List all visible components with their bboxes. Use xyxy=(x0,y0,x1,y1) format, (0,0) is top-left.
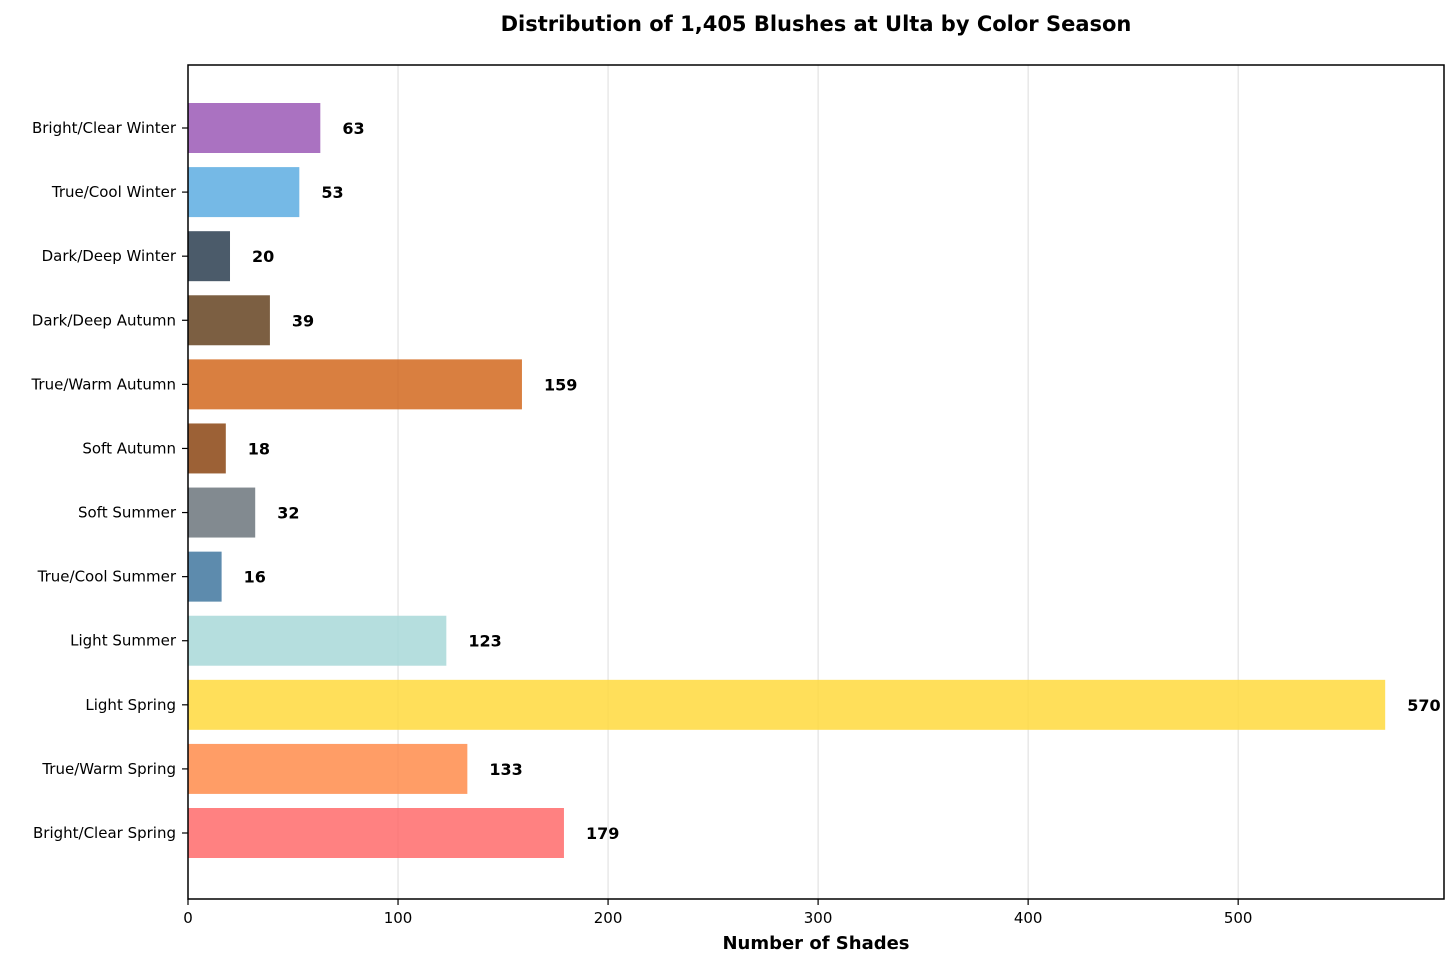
y-tick-label: Light Spring xyxy=(85,696,176,714)
y-tick-label: Dark/Deep Autumn xyxy=(32,311,176,329)
y-tick-label: Bright/Clear Spring xyxy=(33,824,176,842)
bar xyxy=(188,551,222,602)
x-axis-label: Number of Shades xyxy=(722,933,909,954)
bars xyxy=(188,103,1386,858)
x-tick-label: 0 xyxy=(183,909,193,927)
bar xyxy=(188,359,522,410)
bar xyxy=(188,615,447,666)
data-label: 159 xyxy=(544,375,577,394)
bar xyxy=(188,103,321,153)
data-label: 16 xyxy=(244,568,266,587)
data-label: 179 xyxy=(586,824,619,843)
bar xyxy=(188,231,231,282)
x-tick-label: 500 xyxy=(1224,909,1253,927)
data-label: 39 xyxy=(292,311,314,330)
data-label: 32 xyxy=(277,504,299,523)
data-label: 133 xyxy=(489,760,522,779)
y-tick-label: True/Cool Winter xyxy=(51,183,177,201)
x-tick-label: 300 xyxy=(804,909,833,927)
x-axis-ticks: 0 100 200 300 400 500 xyxy=(183,899,1252,927)
data-label: 63 xyxy=(342,119,364,138)
data-label: 18 xyxy=(248,439,270,458)
data-labels: 179 133 570 123 16 32 18 159 39 20 53 63 xyxy=(244,119,1441,843)
bar xyxy=(188,487,256,538)
bar xyxy=(188,808,564,858)
bar xyxy=(188,743,468,794)
y-axis-ticks: Bright/Clear Spring True/Warm Spring Light… xyxy=(30,119,188,842)
data-label: 570 xyxy=(1407,696,1440,715)
y-tick-label: Light Summer xyxy=(70,632,177,650)
y-tick-label: Soft Summer xyxy=(78,504,177,522)
chart-title: Distribution of 1,405 Blushes at Ulta by… xyxy=(501,12,1132,36)
bar xyxy=(188,167,300,218)
y-tick-label: True/Warm Autumn xyxy=(30,375,176,393)
y-tick-label: True/Cool Summer xyxy=(37,568,177,586)
bar xyxy=(188,679,1386,730)
x-tick-label: 200 xyxy=(594,909,623,927)
y-tick-label: True/Warm Spring xyxy=(41,760,176,778)
y-tick-label: Dark/Deep Winter xyxy=(42,247,177,265)
y-tick-label: Bright/Clear Winter xyxy=(32,119,177,137)
data-label: 123 xyxy=(468,632,501,651)
grid-lines xyxy=(397,65,1239,899)
bar xyxy=(188,295,270,346)
y-tick-label: Soft Autumn xyxy=(82,439,176,457)
plot-frame xyxy=(187,64,1445,900)
bar xyxy=(188,423,226,474)
data-label: 53 xyxy=(321,183,343,202)
x-tick-label: 400 xyxy=(1014,909,1043,927)
data-label: 20 xyxy=(252,247,274,266)
x-tick-label: 100 xyxy=(384,909,413,927)
